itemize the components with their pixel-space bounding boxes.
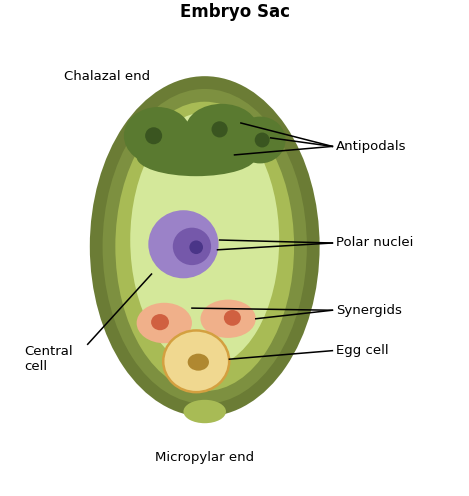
Text: Micropylar end: Micropylar end — [155, 450, 254, 464]
Text: Chalazal end: Chalazal end — [64, 69, 151, 83]
Title: Embryo Sac: Embryo Sac — [180, 3, 289, 21]
Text: Synergids: Synergids — [336, 304, 401, 317]
Ellipse shape — [224, 310, 241, 326]
Text: Antipodals: Antipodals — [336, 140, 406, 153]
Text: Egg cell: Egg cell — [336, 344, 388, 357]
Ellipse shape — [163, 330, 229, 392]
Ellipse shape — [124, 107, 192, 165]
Ellipse shape — [90, 76, 319, 417]
Ellipse shape — [200, 300, 256, 338]
Ellipse shape — [188, 354, 209, 371]
Ellipse shape — [136, 138, 256, 176]
Ellipse shape — [151, 314, 169, 330]
Ellipse shape — [234, 117, 286, 163]
Ellipse shape — [186, 104, 258, 155]
Ellipse shape — [212, 122, 227, 137]
Text: Polar nuclei: Polar nuclei — [336, 237, 413, 249]
Ellipse shape — [255, 132, 270, 147]
Ellipse shape — [148, 210, 219, 278]
Ellipse shape — [145, 127, 162, 144]
Ellipse shape — [173, 228, 211, 265]
Ellipse shape — [115, 102, 294, 391]
Text: Central
cell: Central cell — [24, 345, 73, 373]
Ellipse shape — [189, 241, 203, 254]
Ellipse shape — [183, 400, 226, 423]
Ellipse shape — [136, 303, 192, 343]
Ellipse shape — [130, 113, 279, 368]
Ellipse shape — [103, 89, 307, 404]
